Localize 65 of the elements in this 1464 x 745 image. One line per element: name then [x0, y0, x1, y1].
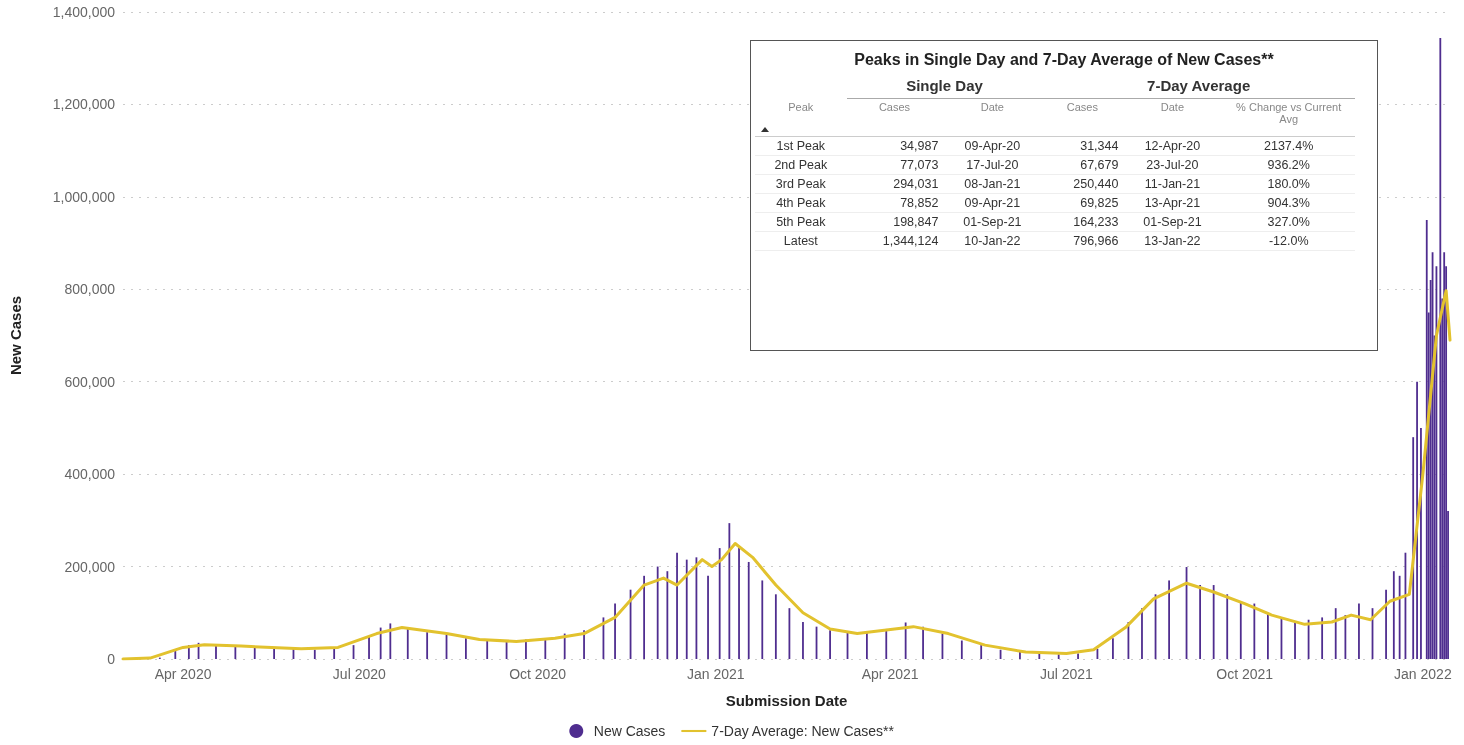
annotation: 327.0%	[1222, 212, 1355, 232]
annotation: 2137.4%	[1222, 136, 1355, 156]
y-tick-label: 1,000,000	[52, 188, 116, 205]
x-tick-label: Oct 2021	[1216, 666, 1274, 682]
annotation: 198,847	[846, 212, 943, 232]
annotation: 08-Jan-21	[942, 174, 1043, 194]
legend-label: New Cases	[593, 723, 666, 739]
x-tick-label: Apr 2020	[154, 666, 212, 682]
annotation: Peak	[755, 98, 847, 137]
annotation: 34,987	[846, 136, 943, 156]
x-tick-label: Jul 2021	[1039, 666, 1094, 682]
x-tick-label: Jan 2021	[686, 666, 745, 682]
y-tick-label: 800,000	[64, 281, 116, 298]
legend-label: 7-Day Average: New Cases**	[711, 723, 895, 739]
annotation: 01-Sep-21	[942, 212, 1043, 232]
annotation: 4th Peak	[755, 193, 847, 213]
annotation: 904.3%	[1222, 193, 1355, 213]
annotation: 17-Jul-20	[942, 155, 1043, 175]
annotation: 67,679	[1042, 155, 1123, 175]
annotation: 5th Peak	[755, 212, 847, 232]
annotation: Date	[1122, 98, 1223, 137]
x-axis-title: Submission Date	[725, 692, 848, 709]
x-tick-label: Oct 2020	[509, 666, 567, 682]
annotation: 1st Peak	[755, 136, 847, 156]
annotation: 180.0%	[1222, 174, 1355, 194]
annotation: 69,825	[1042, 193, 1123, 213]
y-tick-label: 400,000	[64, 466, 116, 483]
annotation: 78,852	[846, 193, 943, 213]
y-tick-label: 200,000	[64, 558, 116, 575]
annotation: Cases	[846, 98, 943, 137]
annotation: 796,966	[1042, 231, 1123, 251]
annotation: 09-Apr-21	[942, 193, 1043, 213]
annotation: 11-Jan-21	[1122, 174, 1223, 194]
annotation: 7-Day Average	[1042, 75, 1355, 99]
annotation: Latest	[755, 231, 847, 251]
annotation: 294,031	[846, 174, 943, 194]
annotation: -12.0%	[1222, 231, 1355, 251]
y-axis-title: New Cases	[7, 295, 24, 376]
annotation: 10-Jan-22	[942, 231, 1043, 251]
annotation: % Change vs Current Avg	[1222, 98, 1355, 137]
annotation: 01-Sep-21	[1122, 212, 1223, 232]
annotation: 13-Apr-21	[1122, 193, 1223, 213]
annotation: 936.2%	[1222, 155, 1355, 175]
annotation: 13-Jan-22	[1122, 231, 1223, 251]
annotation: 23-Jul-20	[1122, 155, 1223, 175]
y-tick-label: 600,000	[64, 373, 116, 390]
annotation: Date	[942, 98, 1043, 137]
annotation: Single Day	[846, 75, 1043, 99]
annotation: 12-Apr-20	[1122, 136, 1223, 156]
annotation: 31,344	[1042, 136, 1123, 156]
annotation: 250,440	[1042, 174, 1123, 194]
annotation: 164,233	[1042, 212, 1123, 232]
annotation: 09-Apr-20	[942, 136, 1043, 156]
y-tick-label: 0	[107, 651, 116, 667]
x-tick-label: Apr 2021	[861, 666, 919, 682]
annotation: Cases	[1042, 98, 1123, 137]
annotation: 1,344,124	[846, 231, 943, 251]
annotation: Peaks in Single Day and 7-Day Average of New Cases**	[853, 51, 1275, 69]
y-tick-label: 1,200,000	[52, 96, 116, 113]
x-tick-label: Jul 2020	[332, 666, 387, 682]
annotation: 3rd Peak	[755, 174, 847, 194]
annotation: 2nd Peak	[755, 155, 847, 175]
y-tick-label: 1,400,000	[52, 4, 116, 20]
x-tick-label: Jan 2022	[1394, 666, 1452, 682]
annotation: 77,073	[846, 155, 943, 175]
